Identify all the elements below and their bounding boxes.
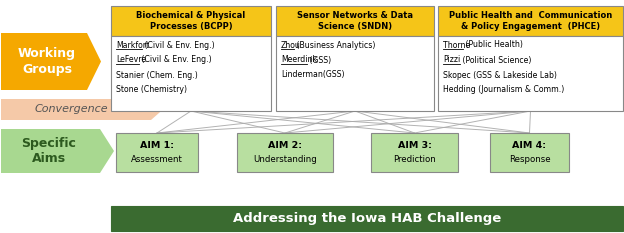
FancyBboxPatch shape bbox=[116, 133, 198, 172]
FancyBboxPatch shape bbox=[371, 133, 458, 172]
Text: (Public Health): (Public Health) bbox=[463, 41, 523, 49]
Text: Meerdink: Meerdink bbox=[281, 55, 317, 65]
Text: (Business Analytics): (Business Analytics) bbox=[294, 41, 376, 49]
Text: Zhou: Zhou bbox=[281, 41, 301, 49]
Text: LeFevre: LeFevre bbox=[116, 55, 146, 65]
Text: Assessment: Assessment bbox=[131, 155, 183, 164]
Text: AIM 4:: AIM 4: bbox=[512, 141, 547, 150]
Text: AIM 3:: AIM 3: bbox=[397, 141, 431, 150]
Polygon shape bbox=[1, 99, 163, 120]
Text: Stanier (Chem. Eng.): Stanier (Chem. Eng.) bbox=[116, 71, 198, 79]
Text: Convergence: Convergence bbox=[34, 104, 108, 114]
FancyBboxPatch shape bbox=[237, 133, 333, 172]
Text: Response: Response bbox=[509, 155, 550, 164]
Text: AIM 2:: AIM 2: bbox=[268, 141, 302, 150]
Text: Biochemical & Physical
Processes (BCPP): Biochemical & Physical Processes (BCPP) bbox=[137, 11, 246, 31]
FancyBboxPatch shape bbox=[438, 36, 623, 111]
Text: Prediction: Prediction bbox=[393, 155, 436, 164]
Text: Public Health and  Communication
& Policy Engagement  (PHCE): Public Health and Communication & Policy… bbox=[449, 11, 612, 31]
Text: AIM 1:: AIM 1: bbox=[140, 141, 174, 150]
Text: Pizzi: Pizzi bbox=[443, 55, 461, 65]
Text: Skopec (GSS & Lakeside Lab): Skopec (GSS & Lakeside Lab) bbox=[443, 71, 557, 79]
Polygon shape bbox=[1, 33, 101, 90]
Text: (Civil & Env. Eng.): (Civil & Env. Eng.) bbox=[142, 41, 215, 49]
Text: Understanding: Understanding bbox=[253, 155, 317, 164]
Text: Stone (Chemistry): Stone (Chemistry) bbox=[116, 86, 187, 95]
FancyBboxPatch shape bbox=[490, 133, 569, 172]
Text: (GSS): (GSS) bbox=[308, 55, 331, 65]
FancyBboxPatch shape bbox=[111, 36, 271, 111]
Text: Sensor Networks & Data
Science (SNDN): Sensor Networks & Data Science (SNDN) bbox=[297, 11, 413, 31]
FancyBboxPatch shape bbox=[111, 6, 271, 36]
FancyBboxPatch shape bbox=[438, 6, 623, 36]
Text: Working
Groups: Working Groups bbox=[18, 48, 76, 75]
FancyBboxPatch shape bbox=[276, 6, 434, 36]
Text: Thorne: Thorne bbox=[443, 41, 470, 49]
Polygon shape bbox=[1, 129, 114, 173]
FancyBboxPatch shape bbox=[276, 36, 434, 111]
Text: Hedding (Journalism & Comm.): Hedding (Journalism & Comm.) bbox=[443, 86, 564, 95]
Text: (Political Science): (Political Science) bbox=[459, 55, 531, 65]
Text: Linderman(GSS): Linderman(GSS) bbox=[281, 71, 344, 79]
FancyBboxPatch shape bbox=[111, 206, 623, 231]
Text: (Civil & Env. Eng.): (Civil & Env. Eng.) bbox=[139, 55, 212, 65]
Text: Specific
Aims: Specific Aims bbox=[22, 137, 76, 165]
Text: Markfort: Markfort bbox=[116, 41, 149, 49]
Text: Addressing the Iowa HAB Challenge: Addressing the Iowa HAB Challenge bbox=[233, 212, 501, 225]
